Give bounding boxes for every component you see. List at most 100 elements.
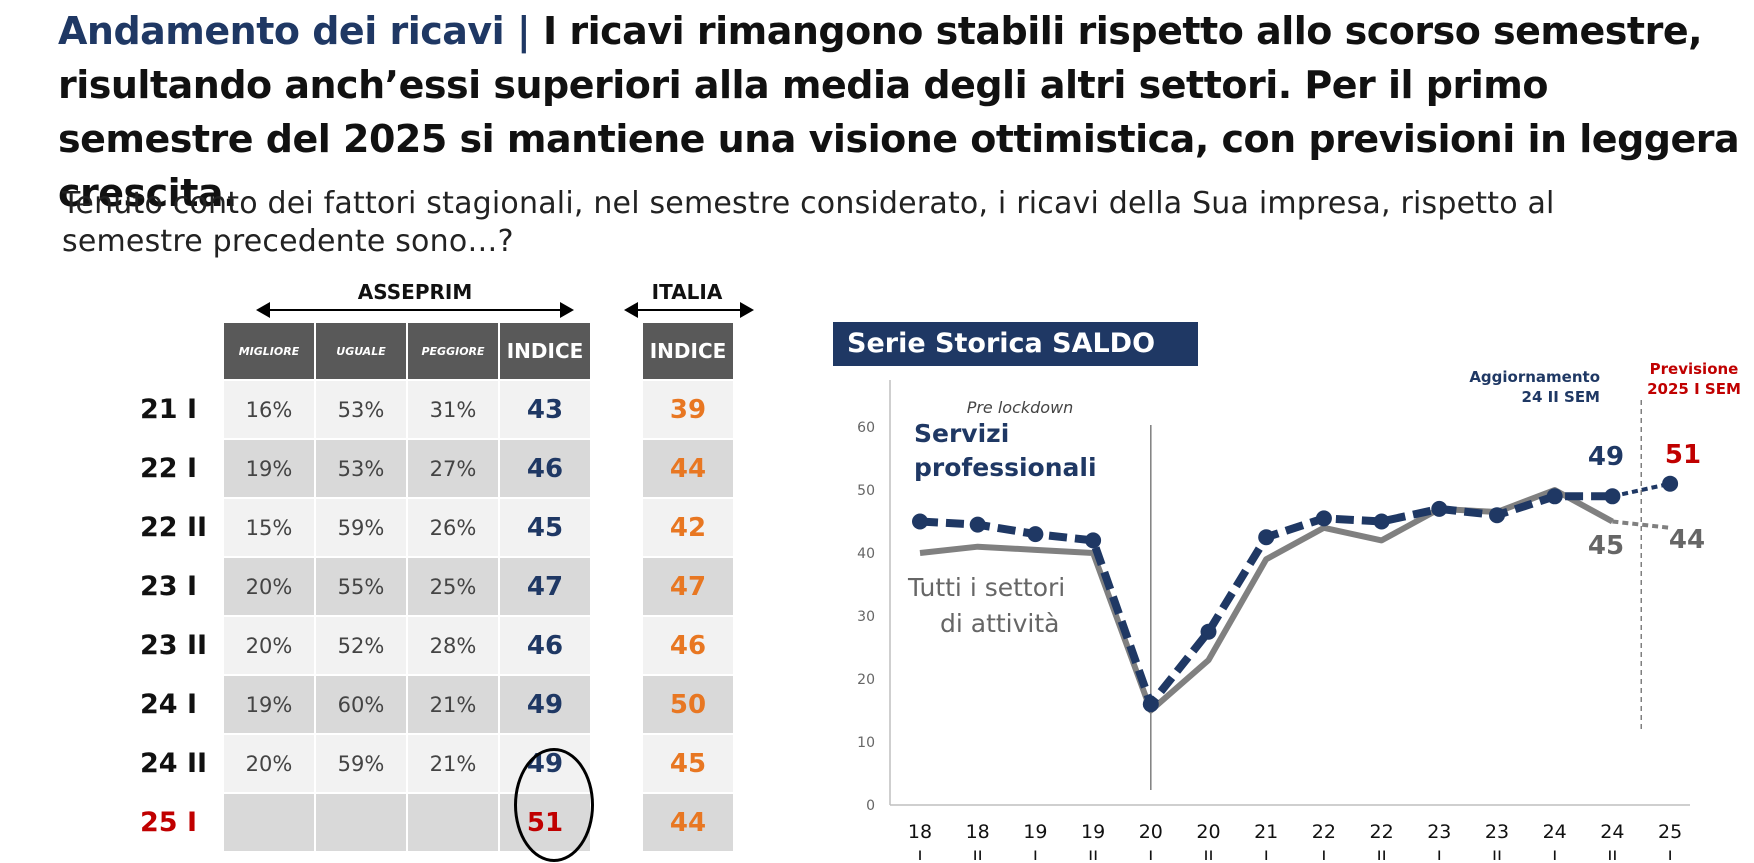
asseprim-span-arrow [256,302,574,318]
cell-uguale: 59% [316,735,406,792]
cell-uguale: 53% [316,381,406,438]
cell-uguale: 59% [316,499,406,556]
table-row: 44 [643,440,733,497]
table-row: 22 II 15% 59% 26% 45 [136,499,590,556]
row-label: 23 I [140,571,198,602]
cell-italia-indice: 47 [643,558,733,615]
row-label: 22 I [140,453,198,484]
series-servizi-point [1085,532,1102,549]
x-tick-label-year: 18 [908,821,932,843]
x-tick-label-semester: II [1088,848,1098,860]
cell-migliore: 15% [224,499,314,556]
x-tick-label-year: 20 [1196,821,1220,843]
series-servizi-point [1142,696,1159,713]
data-label-servizi-25i: 51 [1665,440,1701,470]
x-tick-label-semester: II [973,848,983,860]
y-tick-label: 30 [857,609,875,625]
cell-migliore: 20% [224,558,314,615]
italia-span-arrow [624,302,754,318]
cell-peggiore: 21% [408,676,498,733]
cell-indice: 49 [500,676,590,733]
x-tick-label-semester: II [1607,848,1617,860]
y-tick-label: 20 [857,672,875,688]
cell-peggiore: 26% [408,499,498,556]
x-tick-label-semester: I [1552,848,1557,860]
cell-italia-indice: 39 [643,381,733,438]
table-row: 50 [643,676,733,733]
x-tick-label-year: 21 [1254,821,1278,843]
series-label-tutti-1: Tutti i settori [907,573,1065,602]
italia-header-row: INDICE [643,323,733,379]
series-label-tutti-2: di attività [940,609,1060,638]
cell-italia-indice: 46 [643,617,733,674]
table-row: 39 [643,381,733,438]
series-servizi-point [1431,500,1448,517]
x-tick-label-year: 25 [1658,821,1682,843]
data-label-tutti-24ii: 45 [1588,531,1624,561]
cell-indice: 46 [500,617,590,674]
cell-italia-indice: 50 [643,676,733,733]
series-servizi-point [912,513,928,530]
table-row: 23 I 20% 55% 25% 47 [136,558,590,615]
x-tick-label-semester: II [1377,848,1387,860]
cell-peggiore [408,794,498,851]
group-label-asseprim: ASSEPRIM [357,280,473,304]
italia-table: INDICE 39 44 42 47 46 50 45 44 [641,321,735,853]
header-migliore: MIGLIORE [224,323,314,379]
cell-uguale: 52% [316,617,406,674]
series-servizi-point [1373,513,1390,530]
series-servizi-point [1662,475,1679,492]
y-tick-label: 60 [857,420,875,436]
cell-peggiore: 28% [408,617,498,674]
cell-migliore: 19% [224,676,314,733]
table-row: 24 I 19% 60% 21% 49 [136,676,590,733]
series-servizi-point [1489,507,1505,524]
header-indice: INDICE [500,323,590,379]
series-servizi-point [1315,510,1332,527]
row-label: 23 II [140,630,208,661]
cell-peggiore: 31% [408,381,498,438]
x-tick-label-semester: I [1437,848,1442,860]
row-label: 25 I [140,807,198,838]
annotation-pre-lockdown: Pre lockdown [967,398,1074,417]
series-servizi-point [1200,623,1217,640]
series-label-servizi-2: professionali [914,453,1097,482]
x-tick-label-year: 23 [1427,821,1451,843]
x-tick-label-year: 24 [1543,821,1567,843]
table-row: 46 [643,617,733,674]
data-label-tutti-25i: 44 [1669,525,1705,555]
row-label: 21 I [140,394,198,425]
x-tick-label-year: 20 [1139,821,1163,843]
y-tick-label: 10 [857,735,875,751]
table-row: 47 [643,558,733,615]
cell-italia-indice: 44 [643,440,733,497]
annotation-aggiornamento-1: Aggiornamento [1469,368,1600,386]
annotation-previsione-1: Previsione [1650,360,1739,378]
saldo-line-chart: 010203040506018I18II19I19II20I20II21I22I… [857,360,1741,860]
x-tick-label-year: 19 [1081,821,1105,843]
cell-uguale: 55% [316,558,406,615]
cell-italia-indice: 42 [643,499,733,556]
series-servizi-point [1604,488,1621,505]
x-tick-label-year: 19 [1023,821,1047,843]
cell-peggiore: 25% [408,558,498,615]
x-tick-label-year: 18 [966,821,990,843]
cell-migliore: 16% [224,381,314,438]
x-tick-label-year: 23 [1485,821,1509,843]
data-label-servizi-24ii: 49 [1588,442,1624,472]
annotation-previsione-2: 2025 I SEM [1647,380,1741,398]
table-row: 45 [643,735,733,792]
x-tick-label-semester: I [917,848,922,860]
header-italia-indice: INDICE [643,323,733,379]
series-servizi-point [1258,529,1275,546]
series-servizi-point [1546,488,1563,505]
x-tick-label-semester: I [1668,848,1673,860]
survey-question: Tenuto conto dei fattori stagionali, nel… [62,186,1555,259]
group-label-italia: ITALIA [651,280,723,304]
cell-indice: 45 [500,499,590,556]
x-tick-label-year: 24 [1600,821,1624,843]
x-tick-label-year: 22 [1370,821,1394,843]
header-peggiore: PEGGIORE [408,323,498,379]
x-tick-label-semester: I [1148,848,1153,860]
cell-peggiore: 21% [408,735,498,792]
